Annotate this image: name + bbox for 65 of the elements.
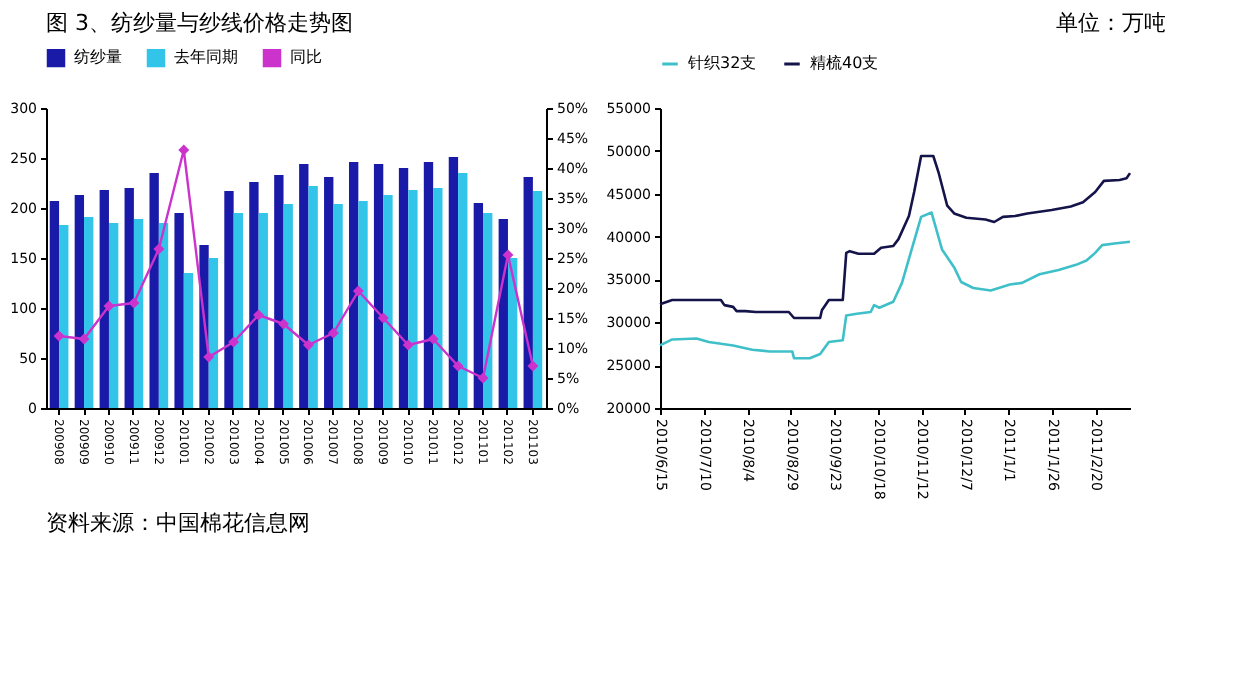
bar xyxy=(224,191,234,408)
legend-label: 精梳40支 xyxy=(810,54,879,72)
bar xyxy=(74,195,85,408)
bar xyxy=(233,213,244,408)
point xyxy=(53,330,65,342)
point xyxy=(253,309,265,321)
line-series xyxy=(658,211,1132,360)
legend-label: 同比 xyxy=(290,48,322,67)
bar xyxy=(324,177,334,408)
bar xyxy=(183,273,194,408)
legend-label: 针织32支 xyxy=(686,54,757,72)
bar xyxy=(258,213,268,408)
bar xyxy=(133,219,144,408)
point xyxy=(427,333,439,345)
bar xyxy=(299,164,309,408)
bar xyxy=(59,225,69,408)
bar xyxy=(523,177,533,408)
point xyxy=(103,300,115,312)
legend-label: 纺纱量 xyxy=(74,48,122,67)
bar xyxy=(333,204,343,408)
bar xyxy=(274,175,284,408)
bar xyxy=(308,186,318,408)
bar xyxy=(398,168,409,408)
bar xyxy=(473,203,484,408)
bar xyxy=(208,258,219,408)
point xyxy=(153,243,165,255)
chart-title: 图 3、纺纱量与纱线价格走势图 xyxy=(46,10,353,36)
point xyxy=(228,336,240,348)
point xyxy=(477,372,489,384)
point xyxy=(203,351,215,363)
point xyxy=(377,312,389,324)
bar xyxy=(433,188,443,408)
bar xyxy=(383,195,393,408)
bar xyxy=(358,201,368,408)
bar xyxy=(283,204,293,408)
point xyxy=(402,339,414,351)
bar xyxy=(108,223,119,408)
bar xyxy=(174,213,184,408)
bar xyxy=(373,164,384,408)
bar xyxy=(348,162,359,408)
line-series xyxy=(658,154,1132,320)
bar xyxy=(99,190,109,408)
bar xyxy=(84,217,94,408)
legend-label: 去年同期 xyxy=(174,48,238,67)
text: 资料来源：中国棉花信息网 xyxy=(46,510,310,536)
point xyxy=(527,360,539,372)
bar xyxy=(49,201,60,408)
bar xyxy=(149,173,159,408)
point xyxy=(352,285,364,297)
bar xyxy=(458,173,468,408)
bar xyxy=(423,162,434,408)
point xyxy=(327,327,339,339)
bar xyxy=(532,191,543,408)
point xyxy=(128,297,140,309)
bar xyxy=(158,223,169,408)
point xyxy=(452,360,464,372)
text: 单位：万吨 xyxy=(1056,10,1166,36)
bar xyxy=(448,157,459,408)
point xyxy=(78,333,90,345)
point xyxy=(278,318,290,330)
point xyxy=(302,339,314,351)
bar xyxy=(507,258,518,408)
bar xyxy=(124,188,134,408)
bar xyxy=(249,182,259,408)
bar xyxy=(408,190,418,408)
